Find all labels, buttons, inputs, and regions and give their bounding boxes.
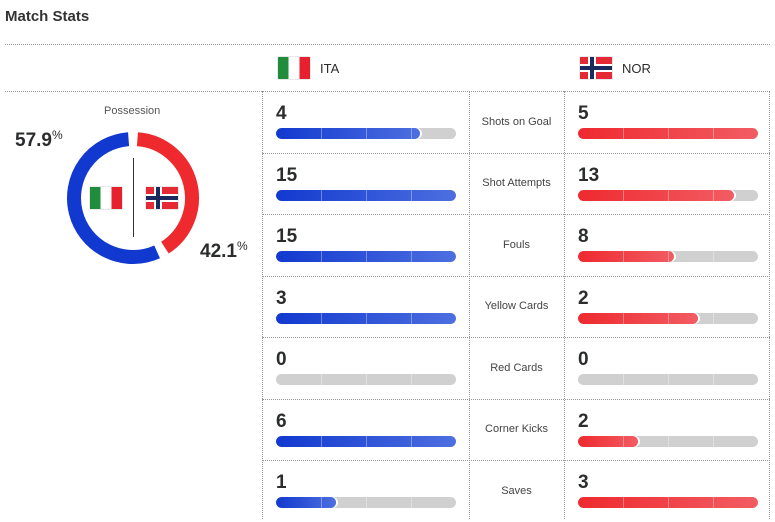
- home-bar-fill: [276, 312, 456, 324]
- divider: [262, 275, 770, 277]
- home-possession: 57.9%: [15, 128, 63, 151]
- team-header-away: NOR: [580, 57, 651, 79]
- stat-row: 0 Red Cards 0: [262, 337, 770, 399]
- stat-row: 15 Shot Attempts 13: [262, 153, 770, 215]
- divider: [262, 214, 770, 215]
- home-bar: [276, 128, 456, 139]
- divider: [262, 152, 770, 154]
- away-bar-fill: [578, 435, 714, 447]
- home-bar: [276, 251, 456, 262]
- stat-row: 1 Saves 3: [262, 460, 770, 522]
- away-bar: [578, 435, 758, 447]
- away-bar: [578, 189, 758, 201]
- away-bar-fill: [578, 312, 714, 324]
- away-value: 5: [578, 103, 589, 124]
- stat-label: Shot Attempts: [482, 177, 551, 190]
- away-value: 0: [578, 349, 589, 370]
- home-value: 15: [276, 164, 298, 186]
- away-value: 2: [578, 410, 589, 432]
- team-header-home: ITA: [278, 57, 339, 79]
- stat-label: Saves: [501, 484, 532, 497]
- away-value: 3: [578, 472, 589, 493]
- team-abbr: ITA: [320, 60, 340, 76]
- home-bar: [276, 189, 456, 201]
- home-bar-fill: [276, 497, 412, 508]
- home-value: 4: [276, 103, 287, 124]
- divider: [5, 91, 770, 92]
- home-value: 1: [276, 472, 287, 493]
- home-bar: [276, 312, 456, 324]
- home-bar-fill: [276, 251, 456, 262]
- away-bar-fill: [578, 128, 758, 139]
- away-bar-fill: [578, 251, 714, 262]
- away-bar: [578, 128, 758, 139]
- stat-label: Red Cards: [490, 361, 543, 374]
- home-value: 6: [276, 410, 287, 432]
- team-abbr: NOR: [622, 60, 651, 76]
- possession-label: Possession: [104, 105, 161, 117]
- away-bar: [578, 251, 758, 262]
- home-bar: [276, 435, 456, 447]
- home-bar-fill: [276, 435, 456, 447]
- stat-label: Shots on Goal: [481, 115, 552, 128]
- home-possession-arc: [67, 132, 160, 264]
- page-title: Match Stats: [5, 8, 90, 25]
- home-bar: [276, 374, 456, 385]
- divider: [262, 398, 770, 400]
- divider: [262, 337, 770, 338]
- stat-row: 6 Corner Kicks 2: [262, 399, 770, 461]
- away-bar-fill: [578, 497, 758, 508]
- divider: [469, 91, 470, 519]
- away-bar: [578, 497, 758, 508]
- home-bar-fill: [276, 128, 420, 139]
- divider: [5, 44, 770, 45]
- home-value: 0: [276, 349, 287, 370]
- away-bar-fill: [578, 189, 734, 201]
- away-value: 13: [578, 164, 600, 186]
- stat-label: Fouls: [503, 238, 530, 251]
- home-value: 3: [276, 287, 287, 309]
- home-bar: [276, 497, 456, 508]
- possession-donut: [67, 132, 199, 264]
- norway-flag-icon: [146, 187, 178, 209]
- divider: [133, 158, 134, 237]
- home-value: 15: [276, 226, 298, 247]
- divider: [564, 91, 565, 519]
- italy-flag-icon: [278, 57, 310, 79]
- home-bar-fill: [276, 189, 456, 201]
- italy-flag-icon: [90, 187, 122, 209]
- stat-row: 15 Fouls 8: [262, 214, 770, 276]
- divider: [262, 91, 263, 519]
- away-bar: [578, 374, 758, 385]
- away-possession: 42.1%: [200, 239, 248, 262]
- divider: [262, 460, 770, 461]
- away-bar: [578, 312, 758, 324]
- away-value: 2: [578, 287, 589, 309]
- stat-label: Corner Kicks: [485, 423, 548, 436]
- away-value: 8: [578, 226, 589, 247]
- away-possession-arc: [136, 132, 199, 254]
- norway-flag-icon: [580, 57, 612, 79]
- stat-row: 3 Yellow Cards 2: [262, 276, 770, 338]
- stat-label: Yellow Cards: [484, 300, 549, 313]
- divider: [769, 91, 770, 519]
- stat-row: 4 Shots on Goal 5: [262, 91, 770, 153]
